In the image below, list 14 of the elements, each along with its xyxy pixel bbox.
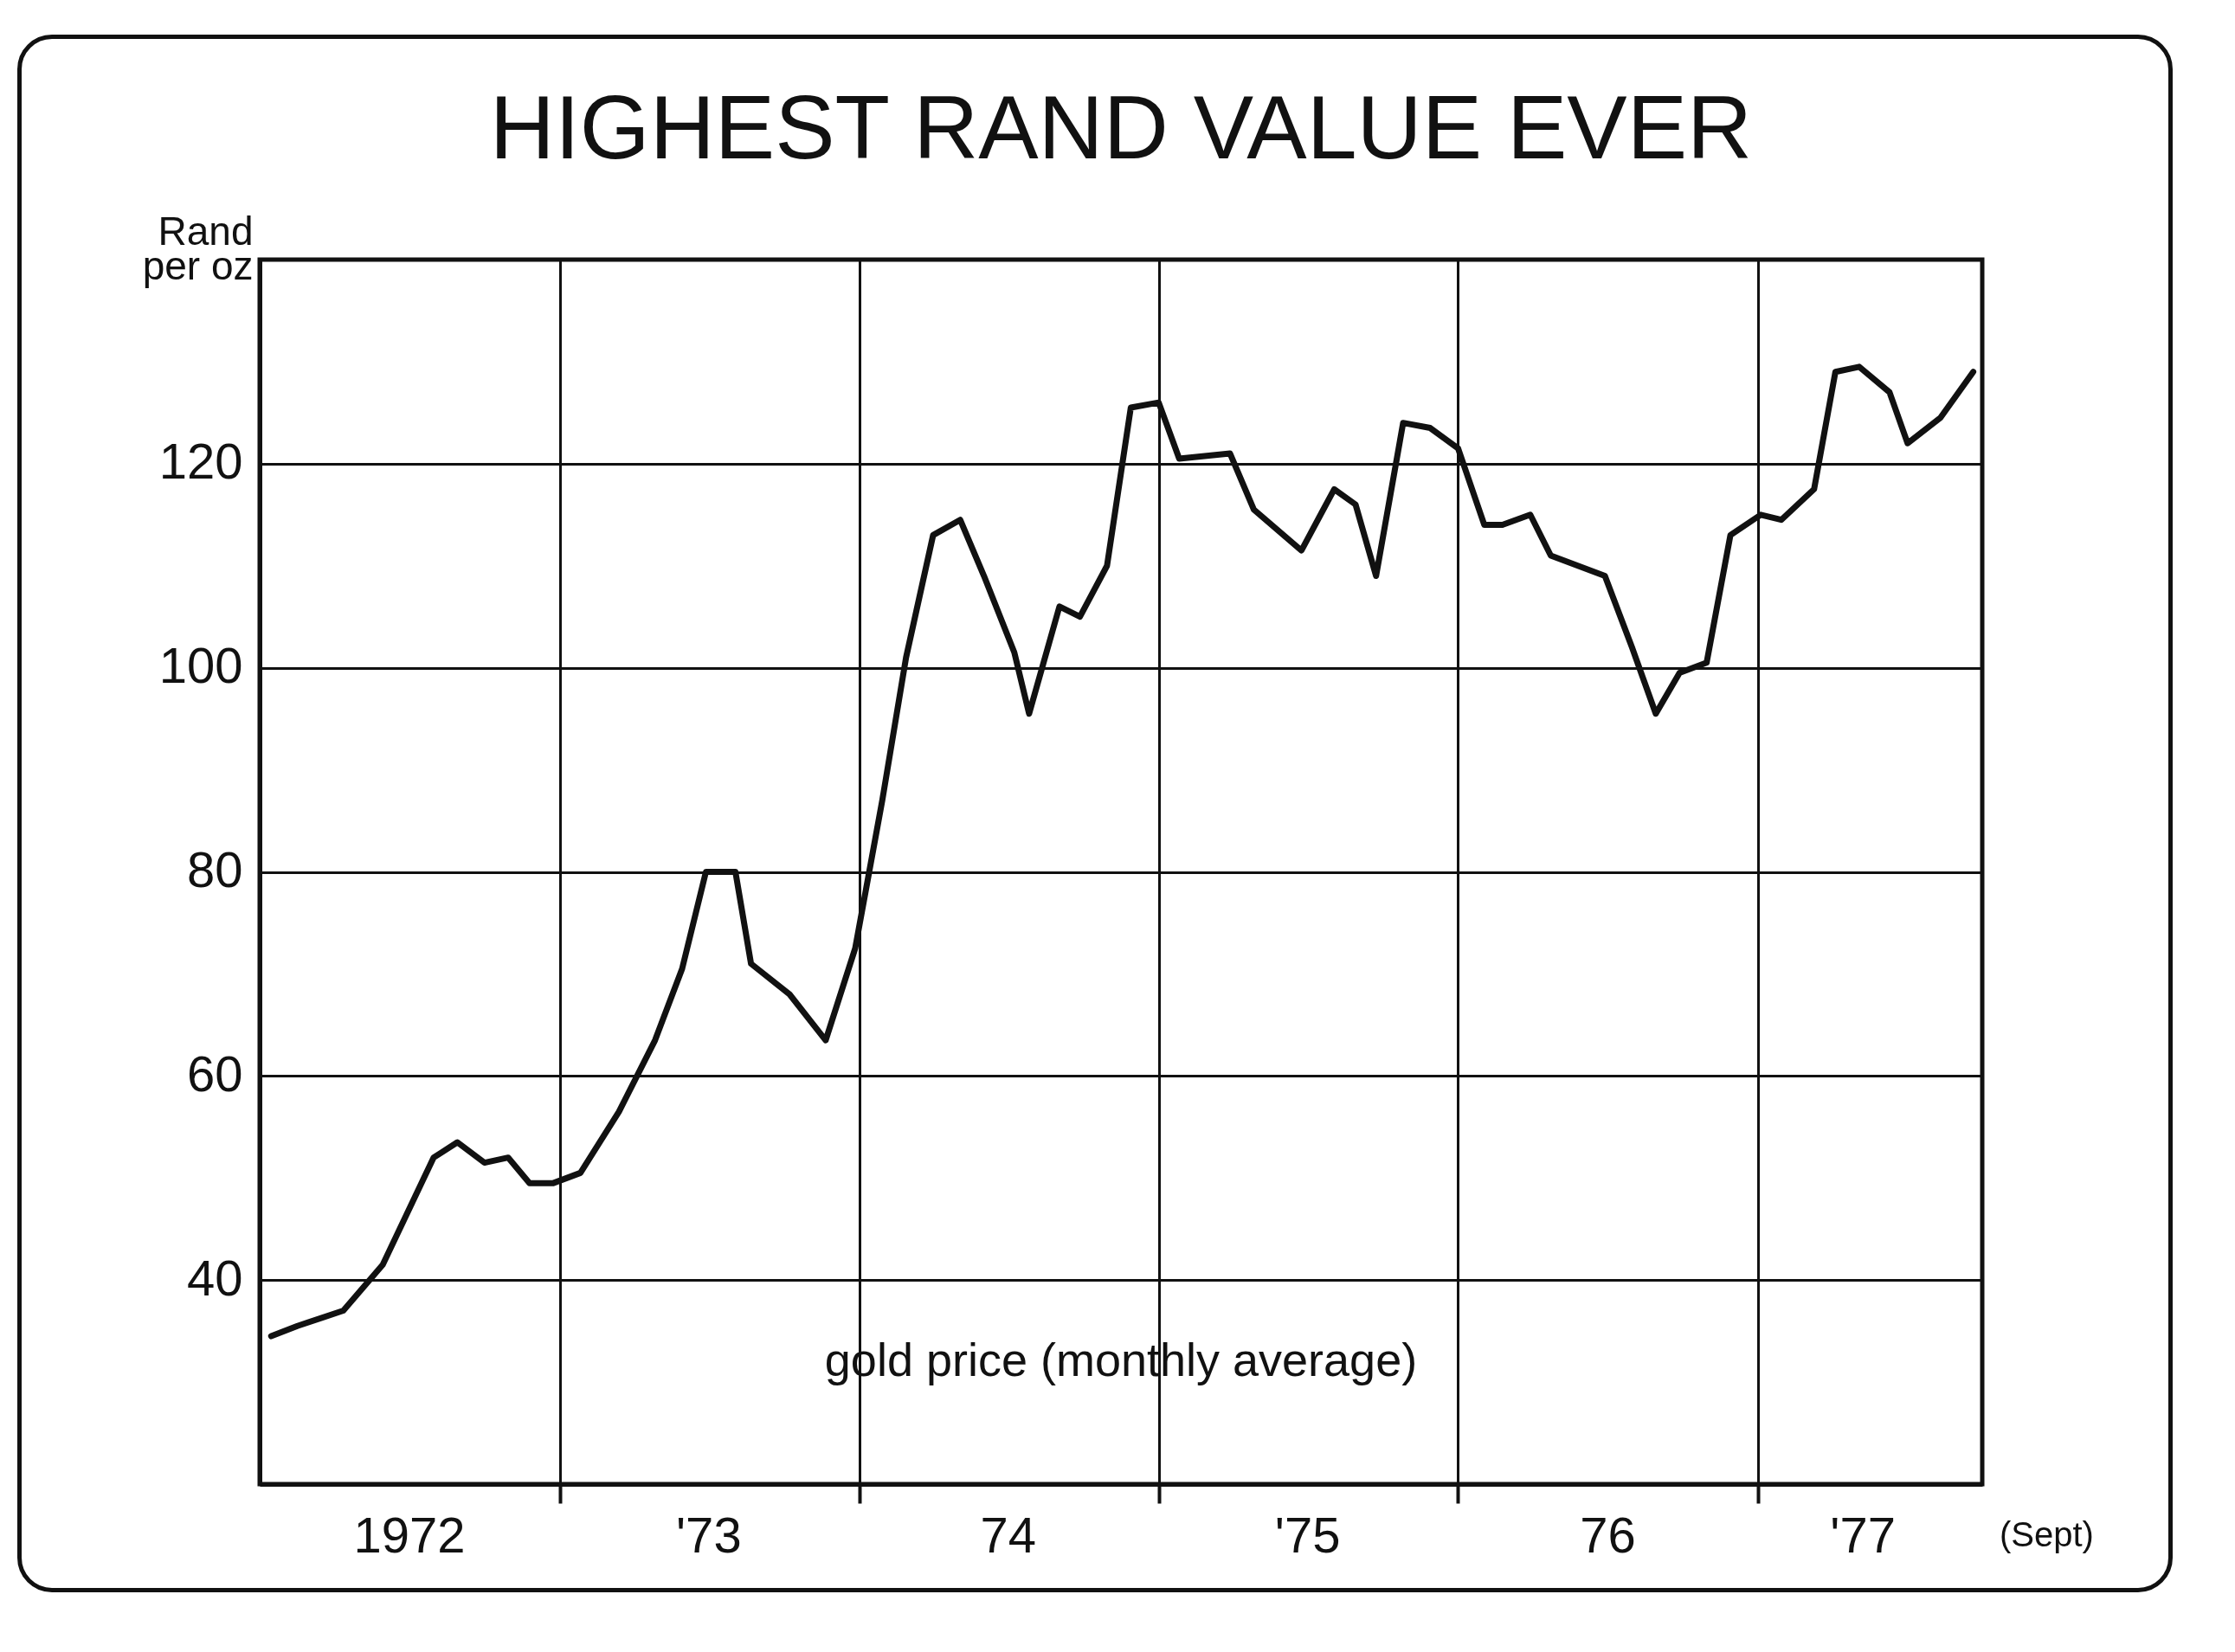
- y-tick-label: 120: [158, 433, 243, 490]
- y-tick-label: 100: [158, 637, 243, 694]
- x-tick-label: 74: [980, 1506, 1036, 1563]
- x-tick-label: 76: [1580, 1506, 1636, 1563]
- text: (Sept): [2000, 1515, 2094, 1553]
- y-tick-label: 80: [186, 841, 243, 897]
- x-tick-label: '75: [1274, 1506, 1341, 1563]
- y-tick-label: 60: [186, 1045, 243, 1102]
- x-tick-label: '73: [676, 1506, 742, 1563]
- y-axis-title: Rand per oz: [142, 208, 254, 288]
- y-tick-label: 40: [186, 1249, 243, 1306]
- x-tick-label: 1972: [353, 1506, 466, 1563]
- x-tick-label: '77: [1830, 1506, 1896, 1563]
- chart-title: HIGHEST RAND VALUE EVER: [489, 77, 1753, 177]
